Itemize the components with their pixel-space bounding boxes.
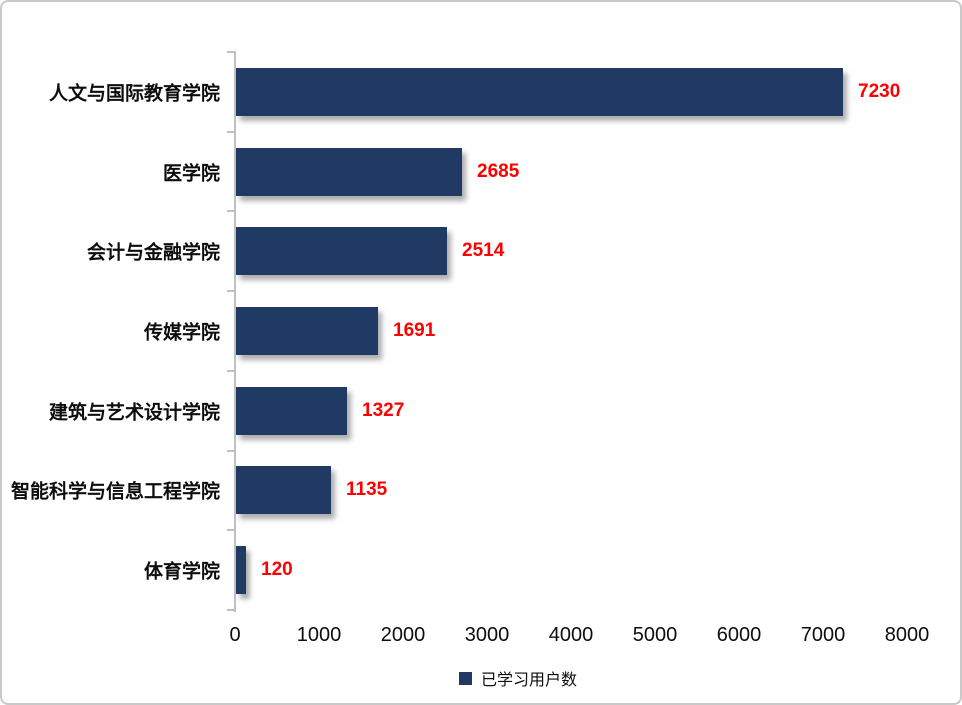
x-axis-tick-label: 7000 bbox=[800, 624, 846, 646]
axis-tick bbox=[227, 51, 235, 53]
x-axis-tick-label: 4000 bbox=[548, 624, 594, 646]
value-label: 1691 bbox=[393, 320, 436, 341]
legend-label: 已学习用户数 bbox=[481, 672, 578, 689]
x-axis-tick-label: 6000 bbox=[716, 624, 762, 646]
bar bbox=[236, 148, 462, 196]
axis-tick bbox=[227, 210, 235, 213]
axis-tick bbox=[227, 130, 235, 133]
value-label: 2514 bbox=[462, 240, 505, 262]
axis-tick bbox=[227, 609, 235, 611]
bar bbox=[236, 546, 246, 594]
axis-tick bbox=[227, 529, 235, 532]
bar bbox=[236, 68, 843, 116]
category-label: 体育学院 bbox=[143, 561, 220, 583]
axis-tick bbox=[227, 449, 235, 452]
bar bbox=[236, 307, 378, 355]
category-label: 智能科学与信息工程学院 bbox=[10, 481, 220, 503]
y-axis-line bbox=[234, 51, 236, 612]
legend: 已学习用户数 bbox=[459, 666, 577, 690]
category-label: 医学院 bbox=[162, 163, 220, 185]
category-label: 传媒学院 bbox=[143, 322, 220, 344]
value-label: 2685 bbox=[477, 160, 520, 182]
x-axis-tick-label: 1000 bbox=[296, 624, 342, 646]
value-label: 7230 bbox=[858, 80, 901, 102]
category-label: 建筑与艺术设计学院 bbox=[48, 402, 220, 424]
x-axis-tick-label: 2000 bbox=[380, 624, 426, 646]
category-label: 人文与国际教育学院 bbox=[48, 83, 220, 105]
legend-swatch bbox=[459, 671, 472, 685]
value-label: 120 bbox=[261, 559, 293, 581]
bar bbox=[236, 466, 331, 514]
bar bbox=[236, 227, 447, 275]
x-axis-tick-label: 8000 bbox=[884, 624, 930, 646]
x-axis-tick-label: 3000 bbox=[464, 624, 510, 646]
axis-tick bbox=[227, 369, 235, 372]
bar bbox=[236, 387, 347, 435]
x-axis-tick-label: 0 bbox=[229, 624, 241, 646]
x-axis-tick-label: 5000 bbox=[632, 624, 678, 646]
value-label: 1327 bbox=[362, 399, 405, 421]
axis-tick bbox=[227, 290, 235, 293]
value-label: 1135 bbox=[346, 479, 388, 501]
category-label: 会计与金融学院 bbox=[86, 242, 220, 264]
